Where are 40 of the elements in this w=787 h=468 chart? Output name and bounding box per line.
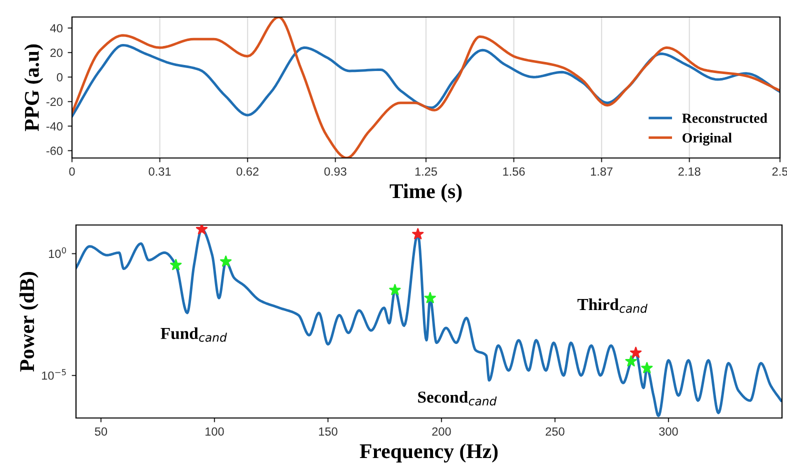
y-tick-label: -60 [46,146,63,156]
y-tick-label: 40 [50,24,63,32]
legend-label: Original [682,132,732,146]
point [625,355,637,366]
point [412,228,424,240]
point [170,259,182,270]
x-tick-label: 0 [69,167,75,176]
y-tick-label: 0 [56,73,63,82]
x-tick-label: 1.25 [415,167,437,176]
x-tick-label: 200 [432,427,451,436]
point [641,362,653,374]
x-tick-label: 2.18 [678,167,700,176]
x-tick-label: 250 [546,427,564,436]
x-tick-label: 150 [319,427,338,436]
point [220,256,232,267]
x-tick-label: 0.62 [236,167,258,176]
point [196,225,208,234]
x-tick-label: 1.56 [503,167,525,176]
x-tick-label: 50 [94,427,108,436]
y-tick-label: 20 [50,48,63,57]
annotation: Third$_{cand}$ [577,298,648,313]
x-tick-label: 100 [206,427,224,436]
y-tick-label: -20 [46,98,63,106]
x-tick-label: 0.93 [324,167,346,176]
point [630,346,642,358]
x-tick-label: 1.87 [590,167,612,176]
y-tick-label: -40 [46,122,63,131]
annotation: Second$_{cand}$ [418,391,497,406]
x-tick-label: 300 [659,427,678,436]
legend-label: Reconstructed [682,113,768,123]
x-axis-title: Time (s) [390,184,462,202]
x-tick-label: 0.31 [148,167,171,176]
y-tick-label: 10$^{0}$ [48,247,66,258]
point [424,292,436,304]
y-tick-label: 10$^{−5}$ [42,369,66,380]
annotation: Fund$_{cand}$ [160,327,227,342]
point [389,284,401,296]
y-axis-title: PPG (a.u) [24,44,44,132]
y-axis-title: Power (dB) [19,272,38,372]
x-axis-title: Frequency (Hz) [360,444,498,463]
